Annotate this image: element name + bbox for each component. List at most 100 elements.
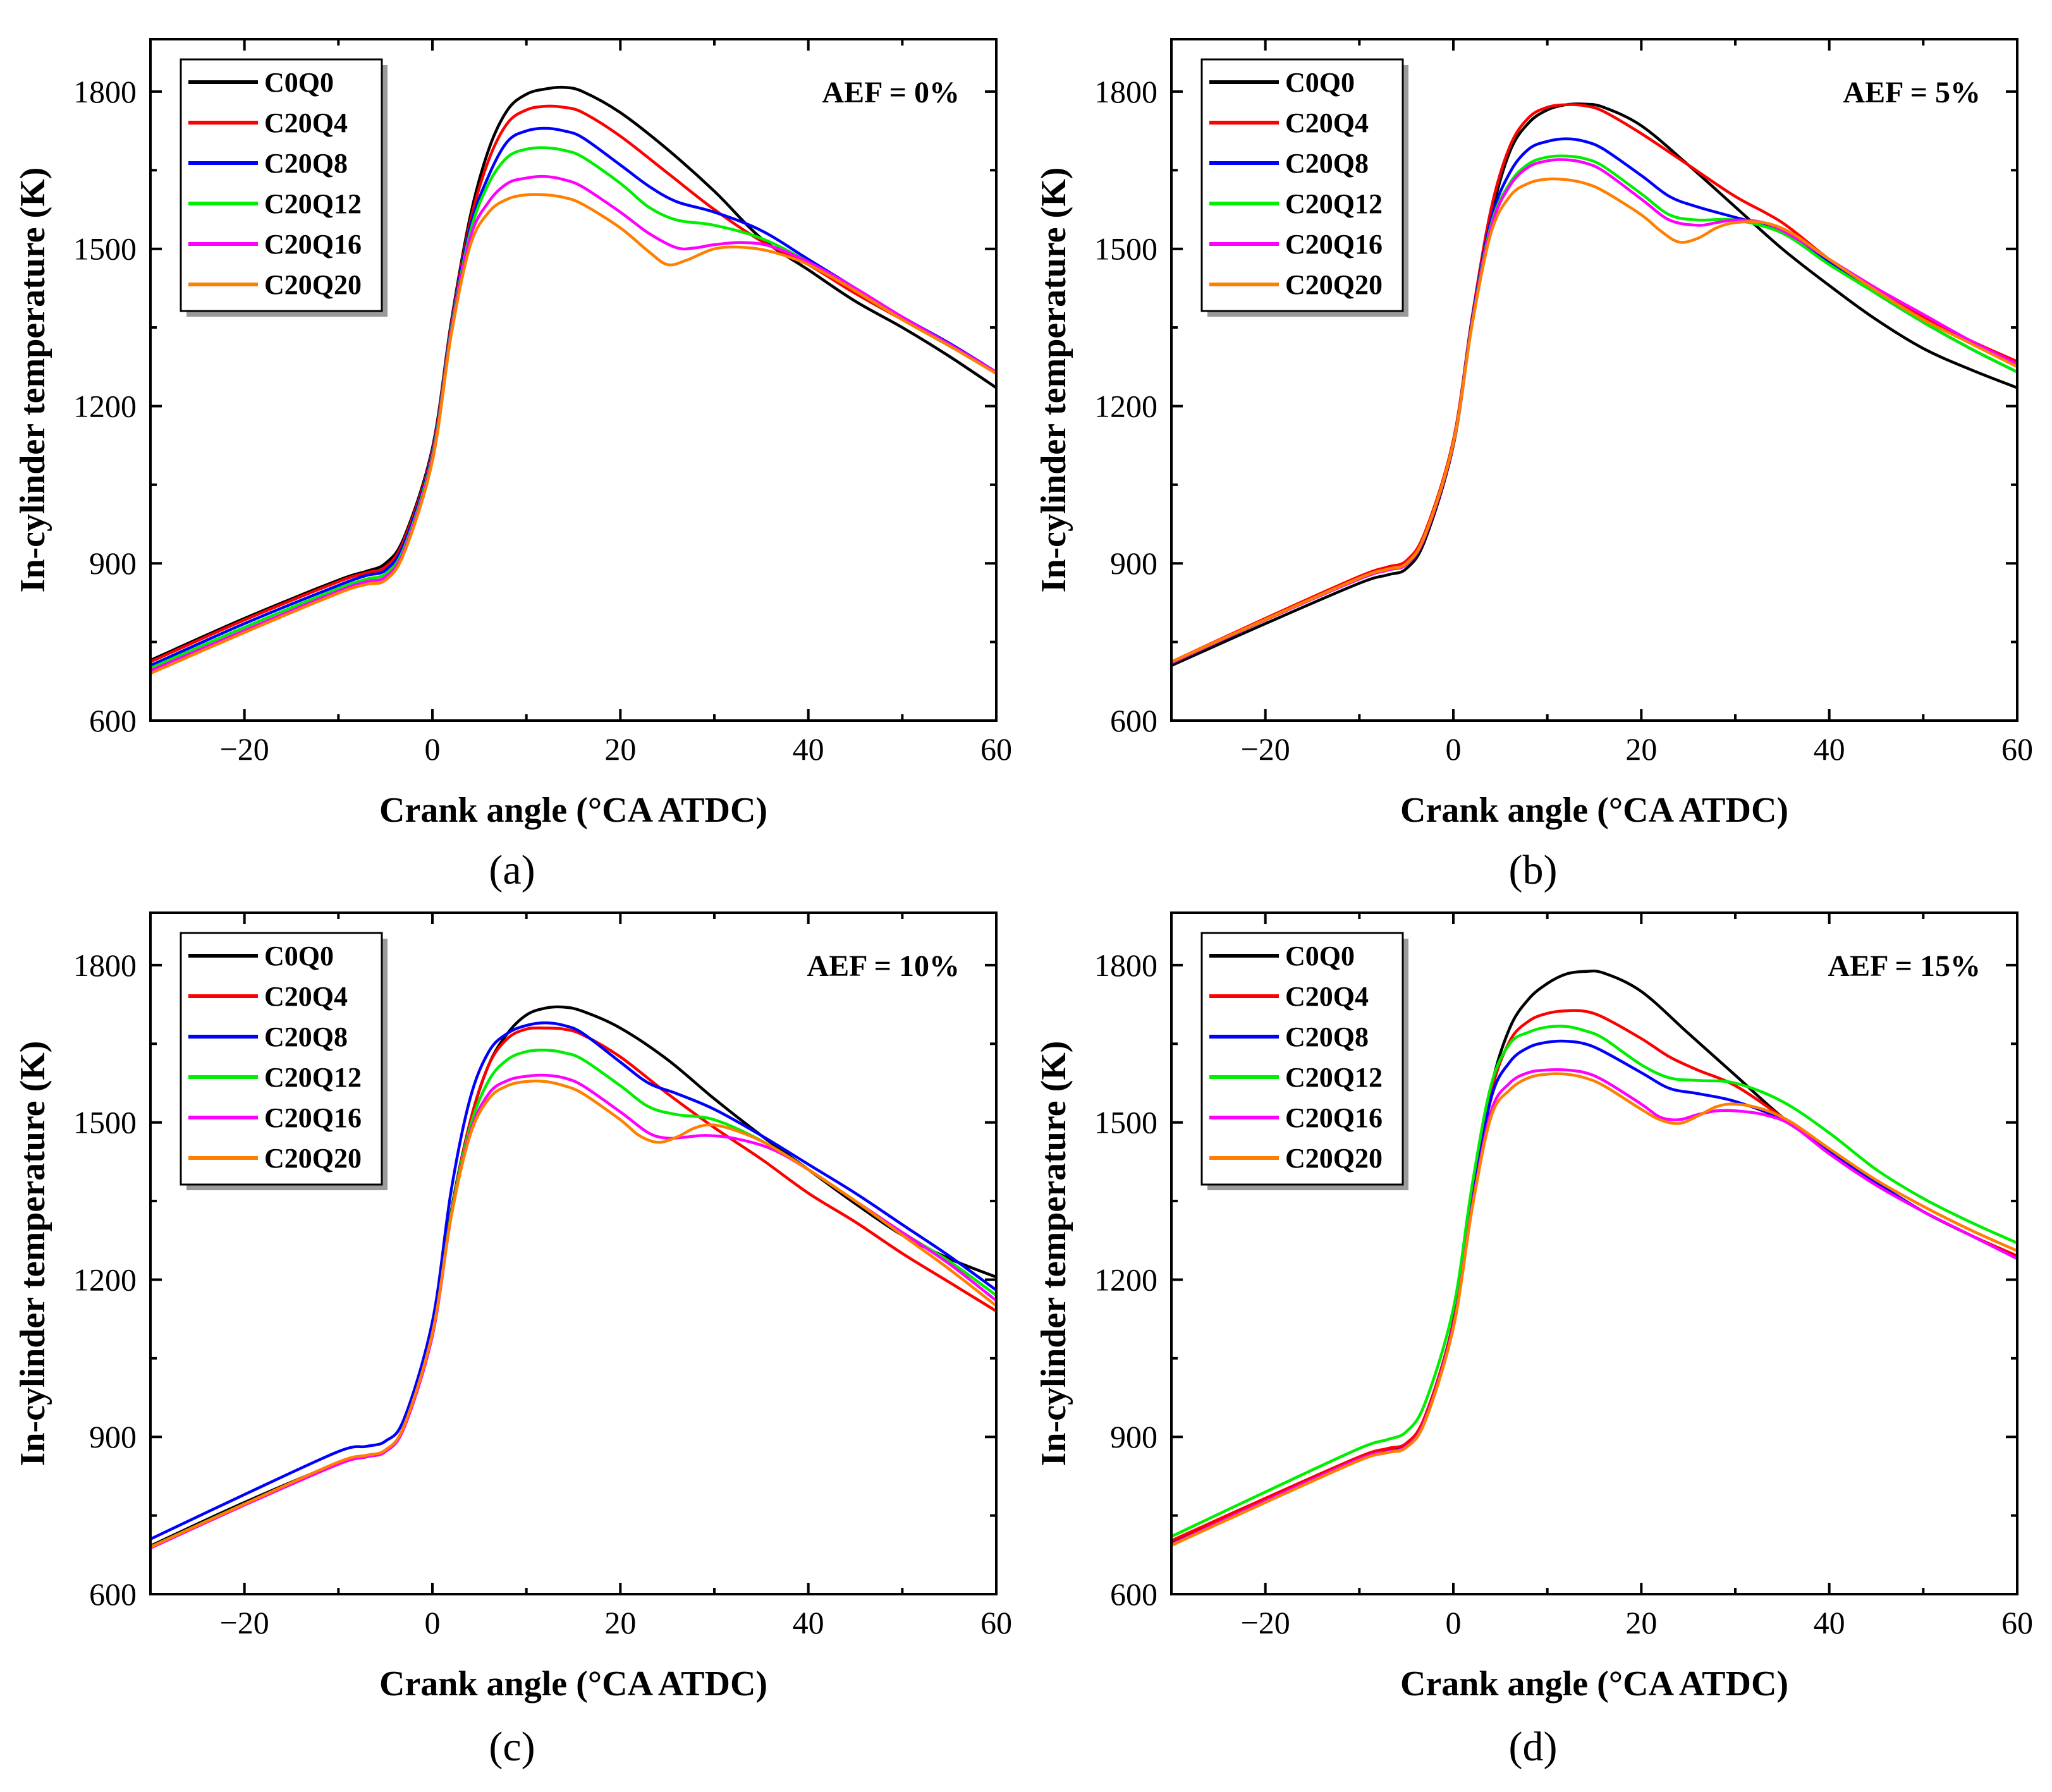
legend-label-c20q4: C20Q4 bbox=[264, 107, 348, 138]
x-tick-label: 20 bbox=[604, 1605, 636, 1640]
y-tick-label: 1200 bbox=[1094, 388, 1157, 424]
x-tick-label: 40 bbox=[793, 731, 824, 767]
x-tick-label: 40 bbox=[1814, 1605, 1845, 1640]
legend-label-c20q20: C20Q20 bbox=[264, 269, 362, 300]
x-axis-title: Crank angle (°CA ATDC) bbox=[379, 1664, 767, 1704]
plot-frame bbox=[149, 38, 998, 722]
y-tick-label: 1500 bbox=[73, 231, 137, 267]
x-tick-label: 60 bbox=[980, 731, 1012, 767]
series-line-c20q12 bbox=[1171, 1025, 2017, 1539]
x-tick-label: 0 bbox=[425, 1605, 441, 1640]
y-axis-title: In-cylinder temperature (K) bbox=[1034, 1041, 1073, 1466]
y-tick-label: 1800 bbox=[1094, 74, 1157, 109]
x-tick-label: 0 bbox=[425, 731, 441, 767]
y-axis-title: In-cylinder temperature (K) bbox=[1034, 168, 1073, 593]
legend: C0Q0 C20Q4 C20Q8 C20Q12 C20Q16 C20Q20 bbox=[180, 58, 388, 317]
y-tick-label: 1200 bbox=[1094, 1262, 1157, 1297]
x-tick-label: 60 bbox=[2001, 1605, 2033, 1640]
x-tick-label: 0 bbox=[1446, 731, 1462, 767]
y-tick-label: 1800 bbox=[73, 74, 137, 109]
legend-label-c20q16: C20Q16 bbox=[264, 1102, 362, 1133]
series-group bbox=[1171, 102, 2017, 667]
legend-label-c20q16: C20Q16 bbox=[1285, 1102, 1383, 1133]
x-axis-title: Crank angle (°CA ATDC) bbox=[379, 791, 767, 830]
series-line-c20q20 bbox=[150, 1079, 996, 1549]
y-tick-label: 1500 bbox=[1094, 1105, 1157, 1140]
legend-label-c20q12: C20Q12 bbox=[1285, 188, 1383, 219]
x-tick-label: 60 bbox=[2001, 731, 2033, 767]
x-axis-title: Crank angle (°CA ATDC) bbox=[1400, 791, 1788, 830]
y-axis-title: In-cylinder temperature (K) bbox=[13, 168, 52, 593]
legend-label-c20q8: C20Q8 bbox=[264, 148, 348, 179]
legend-label-c20q12: C20Q12 bbox=[1285, 1062, 1383, 1093]
y-tick-label: 900 bbox=[89, 546, 137, 581]
x-tick-label: −20 bbox=[220, 1605, 269, 1640]
series-group bbox=[150, 85, 996, 675]
x-tick-label: −20 bbox=[1241, 731, 1290, 767]
legend-label-c20q12: C20Q12 bbox=[264, 1062, 362, 1093]
legend: C0Q0 C20Q4 C20Q8 C20Q12 C20Q16 C20Q20 bbox=[1200, 932, 1408, 1190]
x-tick-label: 40 bbox=[793, 1605, 824, 1640]
y-tick-label: 900 bbox=[1110, 546, 1157, 581]
y-tick-label: 1200 bbox=[73, 388, 137, 424]
legend-label-c0q0: C0Q0 bbox=[264, 67, 334, 98]
y-tick-label: 1500 bbox=[1094, 231, 1157, 267]
plot-frame bbox=[149, 911, 998, 1595]
panel-c: −20 0 20 40 60 600 900 1200 1500 1800 Crank angle … bbox=[13, 911, 1012, 1770]
panel-label: (b) bbox=[1509, 847, 1558, 893]
legend-label-c20q4: C20Q4 bbox=[264, 981, 348, 1012]
x-axis-title: Crank angle (°CA ATDC) bbox=[1400, 1664, 1788, 1704]
panel-b: −20 0 20 40 60 600 900 1200 1500 1800 Crank angle … bbox=[1034, 38, 2033, 893]
y-tick-label: 1500 bbox=[73, 1105, 137, 1140]
x-tick-label: 20 bbox=[1625, 1605, 1657, 1640]
legend-label-c0q0: C0Q0 bbox=[1285, 67, 1355, 98]
legend-label-c20q16: C20Q16 bbox=[1285, 229, 1383, 260]
legend-box bbox=[1200, 932, 1404, 1186]
series-group bbox=[150, 1005, 996, 1550]
series-line-c20q20 bbox=[1171, 1072, 2017, 1547]
y-tick-label: 600 bbox=[89, 1576, 137, 1612]
legend-box bbox=[180, 932, 383, 1186]
legend-label-c20q20: C20Q20 bbox=[1285, 1143, 1383, 1174]
y-tick-label: 600 bbox=[89, 703, 137, 738]
series-line-c20q16 bbox=[150, 174, 996, 673]
series-line-c20q8 bbox=[150, 126, 996, 667]
y-tick-label: 900 bbox=[1110, 1419, 1157, 1454]
y-tick-label: 600 bbox=[1110, 1576, 1157, 1612]
x-tick-label: 20 bbox=[604, 731, 636, 767]
aef-annotation: AEF = 10% bbox=[807, 949, 960, 983]
x-tick-label: 0 bbox=[1446, 1605, 1462, 1640]
y-tick-label: 900 bbox=[89, 1419, 137, 1454]
x-tick-label: 20 bbox=[1625, 731, 1657, 767]
legend-label-c20q8: C20Q8 bbox=[1285, 148, 1369, 179]
panel-d: −20 0 20 40 60 600 900 1200 1500 1800 Crank angle … bbox=[1034, 911, 2033, 1770]
series-group bbox=[1171, 969, 2017, 1547]
series-line-c20q8 bbox=[150, 1021, 996, 1541]
legend-label-c20q12: C20Q12 bbox=[264, 188, 362, 219]
series-line-c0q0 bbox=[150, 85, 996, 662]
panel-label: (a) bbox=[489, 847, 535, 893]
series-line-c0q0 bbox=[1171, 102, 2017, 667]
legend-label-c20q4: C20Q4 bbox=[1285, 107, 1369, 138]
x-tick-label: 40 bbox=[1814, 731, 1845, 767]
legend-label-c0q0: C0Q0 bbox=[264, 941, 334, 972]
panel-label: (c) bbox=[489, 1724, 535, 1770]
panel-a: −20 0 20 40 60 600 900 1200 1500 1800 Crank angle … bbox=[13, 38, 1012, 893]
y-tick-label: 1800 bbox=[1094, 948, 1157, 983]
series-line-c20q20 bbox=[150, 193, 996, 675]
x-tick-label: −20 bbox=[220, 731, 269, 767]
aef-annotation: AEF = 15% bbox=[1828, 949, 1981, 983]
y-tick-label: 1800 bbox=[73, 948, 137, 983]
legend-box bbox=[1200, 58, 1404, 312]
y-tick-label: 1200 bbox=[73, 1262, 137, 1297]
plot-frame bbox=[1170, 911, 2018, 1595]
legend: C0Q0 C20Q4 C20Q8 C20Q12 C20Q16 C20Q20 bbox=[180, 932, 388, 1190]
legend: C0Q0 C20Q4 C20Q8 C20Q12 C20Q16 C20Q20 bbox=[1200, 58, 1408, 317]
aef-annotation: AEF = 0% bbox=[822, 76, 960, 109]
panel-label: (d) bbox=[1509, 1724, 1558, 1770]
x-tick-label: −20 bbox=[1241, 1605, 1290, 1640]
legend-label-c20q16: C20Q16 bbox=[264, 229, 362, 260]
legend-label-c20q20: C20Q20 bbox=[1285, 269, 1383, 300]
aef-annotation: AEF = 5% bbox=[1843, 76, 1981, 109]
